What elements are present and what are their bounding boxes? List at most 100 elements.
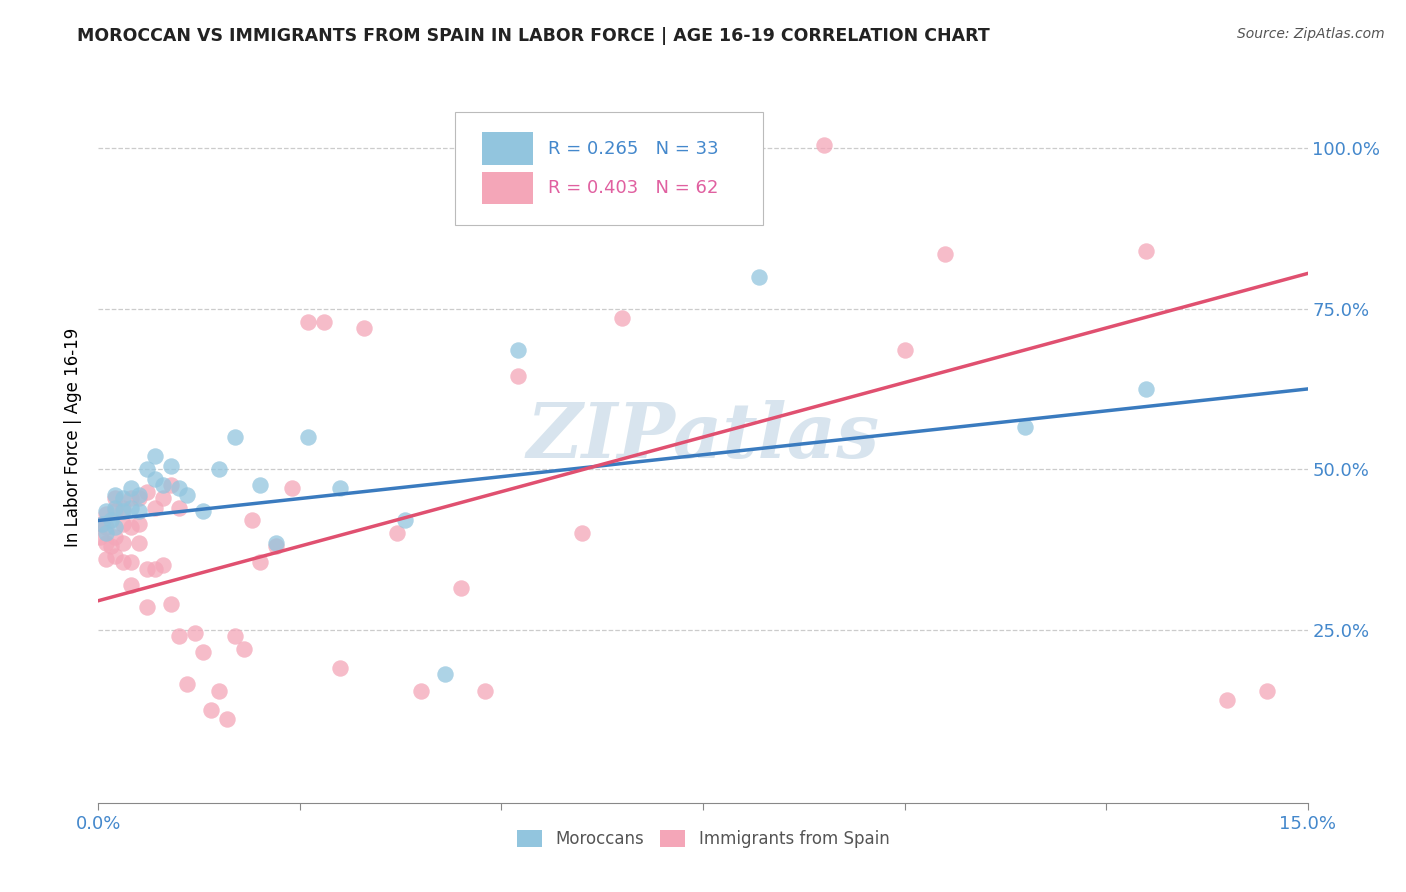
Point xyxy=(208,462,231,476)
Legend: Moroccans, Immigrants from Spain: Moroccans, Immigrants from Spain xyxy=(508,822,898,856)
Point xyxy=(143,561,166,575)
Point xyxy=(120,482,142,496)
Point xyxy=(100,514,122,528)
Text: ZIPatlas: ZIPatlas xyxy=(526,401,880,474)
Point xyxy=(281,482,304,496)
Point xyxy=(103,500,125,515)
Point xyxy=(96,536,118,550)
Point xyxy=(143,500,166,515)
Point xyxy=(96,507,118,521)
Point xyxy=(89,529,111,543)
Point xyxy=(934,247,956,261)
Point xyxy=(96,552,118,566)
Point xyxy=(297,430,319,444)
Point xyxy=(111,504,134,518)
Point xyxy=(264,536,287,550)
Point xyxy=(1256,683,1278,698)
Point xyxy=(264,539,287,553)
Point xyxy=(249,555,271,569)
Point xyxy=(128,488,150,502)
Point xyxy=(111,491,134,505)
Point xyxy=(103,504,125,518)
Point xyxy=(506,343,529,358)
Point xyxy=(160,597,183,611)
Point xyxy=(176,488,198,502)
Point xyxy=(120,520,142,534)
Point xyxy=(1135,244,1157,258)
Y-axis label: In Labor Force | Age 16-19: In Labor Force | Age 16-19 xyxy=(65,327,83,547)
Point xyxy=(184,625,207,640)
Point xyxy=(96,526,118,541)
Point xyxy=(103,529,125,543)
Point xyxy=(135,600,157,615)
Point xyxy=(394,514,416,528)
Point xyxy=(167,629,190,643)
Point xyxy=(103,491,125,505)
Point xyxy=(176,677,198,691)
Point xyxy=(96,504,118,518)
Point xyxy=(111,516,134,531)
Point xyxy=(571,526,593,541)
Point xyxy=(152,478,174,492)
Point xyxy=(128,516,150,531)
Text: R = 0.403   N = 62: R = 0.403 N = 62 xyxy=(548,179,718,197)
Point xyxy=(91,516,114,531)
Point xyxy=(135,484,157,499)
Point xyxy=(329,482,352,496)
Point xyxy=(200,703,222,717)
Point xyxy=(128,536,150,550)
Point xyxy=(135,561,157,575)
Text: R = 0.265   N = 33: R = 0.265 N = 33 xyxy=(548,139,718,158)
Point xyxy=(135,462,157,476)
Point xyxy=(111,536,134,550)
Point xyxy=(152,558,174,573)
Point xyxy=(1216,693,1239,707)
Point xyxy=(893,343,915,358)
Point xyxy=(103,488,125,502)
Point xyxy=(143,450,166,464)
Point xyxy=(297,315,319,329)
Point xyxy=(128,491,150,505)
Point xyxy=(474,683,496,698)
Point xyxy=(120,577,142,591)
Point xyxy=(120,500,142,515)
Point xyxy=(160,458,183,473)
Point xyxy=(506,369,529,384)
Point xyxy=(208,683,231,698)
Point xyxy=(1014,420,1036,434)
Point xyxy=(193,504,215,518)
Point xyxy=(103,520,125,534)
Point xyxy=(96,520,118,534)
Point xyxy=(100,539,122,553)
Point xyxy=(329,661,352,675)
Point xyxy=(143,472,166,486)
Point xyxy=(353,321,375,335)
Point xyxy=(152,491,174,505)
Point xyxy=(217,712,239,726)
Point xyxy=(240,514,263,528)
Text: Source: ZipAtlas.com: Source: ZipAtlas.com xyxy=(1237,27,1385,41)
Point xyxy=(434,667,457,681)
Point xyxy=(450,581,472,595)
Point xyxy=(91,516,114,531)
Point xyxy=(409,683,432,698)
FancyBboxPatch shape xyxy=(456,112,763,225)
Point xyxy=(748,269,770,284)
Point xyxy=(120,491,142,505)
FancyBboxPatch shape xyxy=(482,171,533,204)
Point xyxy=(813,138,835,153)
Point xyxy=(128,504,150,518)
Point xyxy=(103,549,125,563)
Text: MOROCCAN VS IMMIGRANTS FROM SPAIN IN LABOR FORCE | AGE 16-19 CORRELATION CHART: MOROCCAN VS IMMIGRANTS FROM SPAIN IN LAB… xyxy=(77,27,990,45)
Point xyxy=(314,315,336,329)
Point xyxy=(224,629,246,643)
Point xyxy=(120,555,142,569)
Point xyxy=(160,478,183,492)
Point xyxy=(385,526,408,541)
Point xyxy=(612,311,634,326)
Point xyxy=(232,641,254,656)
Point xyxy=(1135,382,1157,396)
Point xyxy=(193,645,215,659)
Point xyxy=(224,430,246,444)
Point xyxy=(167,482,190,496)
